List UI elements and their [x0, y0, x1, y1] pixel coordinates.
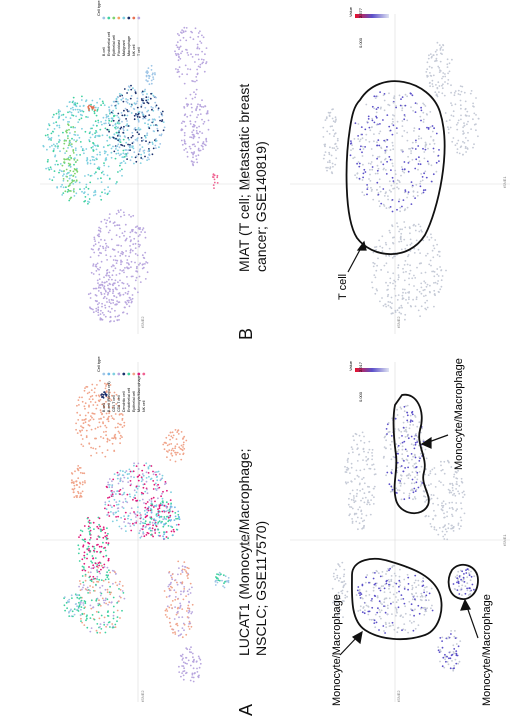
label-mono-2: Monocyte/Macrophage — [453, 358, 465, 470]
axis-a-bottom-y: tSNE2 — [396, 690, 401, 702]
axis-b-top-x: tSNE1 — [246, 176, 251, 188]
legend-label: Macrophage — [127, 36, 131, 56]
legend-label: CD8 T cell — [117, 395, 121, 412]
colorbar-b-min: 0.000 — [358, 37, 363, 48]
outline-mono-lower-left — [351, 558, 443, 640]
legend-swatch — [137, 372, 141, 376]
legend-label: Fibroblast — [117, 40, 121, 56]
outline-mono-upper — [392, 393, 430, 514]
legend-label: Dendritic cell — [122, 391, 126, 412]
label-mono-3: Monocyte/Macrophage — [481, 594, 493, 706]
colorbar-a-title: Value — [348, 360, 353, 371]
legend-swatch — [127, 16, 131, 20]
colorbar-b: Value 2.577 0.000 — [348, 6, 389, 48]
axis-a-top-x: tSNE1 — [246, 534, 251, 546]
legend-label: NK cell — [142, 400, 146, 412]
axis-b-bottom-y: tSNE2 — [396, 316, 401, 328]
annotation-arrows — [339, 240, 479, 656]
colorbar-a-min: 0.000 — [358, 391, 363, 402]
legend-swatch — [107, 372, 111, 376]
legend-label: Monocyte/Macrophage — [137, 375, 141, 412]
label-t-cell: T cell — [337, 274, 349, 300]
axis-a-bottom-x: tSNE1 — [502, 534, 507, 546]
legend-swatch — [117, 16, 121, 20]
legend-label: B cell (Plasma cell) — [107, 381, 111, 412]
legend-label: Epithelial cell — [112, 35, 116, 56]
legend-a-cell-type: Cell type B cell B cell (Plasma cell) CD4 T… — [96, 356, 146, 412]
legend-b-cell-type: Cell type B cell Endothelial cell Epithelia… — [96, 0, 141, 56]
legend-label: B cell — [102, 47, 106, 56]
legend-title: Cell type — [96, 0, 101, 16]
cluster-outlines — [345, 80, 479, 640]
colorbar-a: Value 2.917 0.000 — [348, 360, 389, 402]
legend-swatch — [112, 372, 116, 376]
colorbar-a-max: 2.917 — [358, 361, 363, 372]
legend-label: B cell — [102, 403, 106, 412]
legend-title: Cell type — [96, 356, 101, 372]
axis-b-top-y: tSNE2 — [140, 316, 145, 328]
legend-label: Epithelial cell — [132, 391, 136, 412]
label-mono-1: Monocyte/Macrophage — [331, 594, 343, 706]
legend-swatch — [132, 16, 136, 20]
legend-swatch — [117, 372, 121, 376]
colorbar-b-title: Value — [348, 6, 353, 17]
legend-swatch — [132, 372, 136, 376]
legend-swatch — [137, 16, 141, 20]
legend-swatch — [142, 372, 146, 376]
outline-mono-lower-right — [447, 563, 479, 600]
colorbar-b-max: 2.577 — [358, 7, 363, 18]
legend-swatch — [112, 16, 116, 20]
outline-t-cell — [345, 80, 446, 256]
legend-swatch — [102, 16, 106, 20]
axis-b-bottom-x: tSNE1 — [502, 176, 507, 188]
legend-label: T cell — [137, 47, 141, 56]
plot-frames — [40, 14, 510, 702]
legend-swatch — [107, 16, 111, 20]
legend-swatch — [127, 372, 131, 376]
legend-label: Endothelial cell — [127, 388, 131, 412]
legend-swatch — [122, 372, 126, 376]
scatter-points — [42, 26, 480, 683]
axis-a-top-y: tSNE2 — [140, 690, 145, 702]
legend-label: CD4 T cell — [112, 395, 116, 412]
legend-swatch — [102, 372, 106, 376]
legend-label: Endothelial cell — [107, 32, 111, 56]
legend-label: NK cell — [132, 44, 136, 56]
legend-label: Malignant — [122, 40, 126, 56]
legend-swatch — [122, 16, 126, 20]
